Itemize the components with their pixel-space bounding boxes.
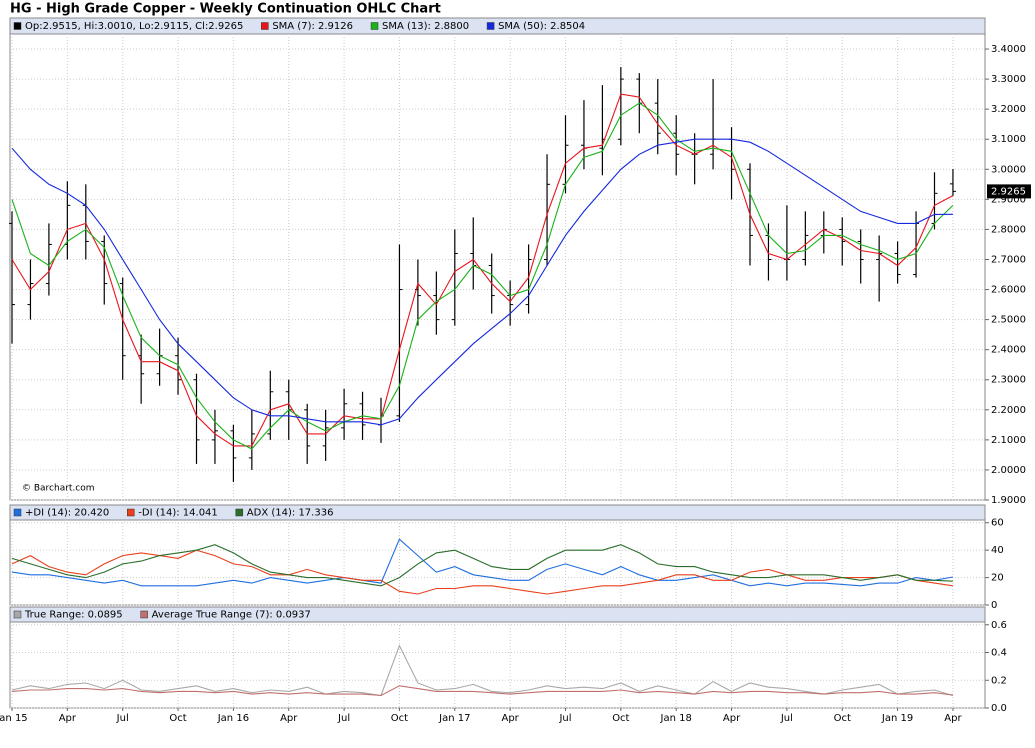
y-tick-label: 20 (991, 573, 1004, 584)
legend-swatch (370, 22, 379, 30)
y-tick-label: 2.6000 (991, 285, 1026, 296)
x-tick-label: Oct (391, 713, 408, 724)
y-tick-label: 0 (991, 600, 997, 611)
y-tick-label: 2.7000 (991, 254, 1026, 265)
ohlc-bar (248, 409, 255, 470)
legend-label: ADX (14): 17.336 (247, 508, 334, 519)
ohlc-bar (894, 241, 901, 284)
last-price-tag (987, 184, 1031, 199)
x-tick-label: Jan 19 (881, 713, 913, 724)
series-line (11, 138, 953, 426)
x-tick-label: Apr (280, 713, 298, 724)
panel-header (9, 504, 986, 521)
y-tick-label: 3.1000 (991, 134, 1026, 145)
y-tick-label: 2.1000 (991, 435, 1026, 446)
legend-label: Average True Range (7): 0.0937 (152, 610, 311, 621)
ohlc-bar (396, 244, 403, 422)
x-tick-label: Apr (944, 713, 962, 724)
x-tick-label: Jul (780, 713, 793, 724)
legend-swatch (127, 508, 135, 517)
ohlc-bar (525, 244, 532, 314)
y-tick-label: 40 (991, 545, 1004, 556)
y-tick-label: 1.9000 (991, 495, 1026, 506)
chart-title: HG - High Grade Copper - Weekly Continua… (10, 2, 441, 17)
y-tick-label: 3.0000 (991, 164, 1026, 175)
ohlc-bar (451, 229, 458, 326)
legend-swatch (486, 22, 495, 30)
y-tick-label: 3.3000 (991, 74, 1026, 85)
ohlc-bar (45, 223, 52, 296)
ohlc-bar (839, 217, 846, 266)
legend-label: Op:2.9515, Hi:3.0010, Lo:2.9115, Cl:2.92… (25, 21, 243, 32)
y-tick-label: 0.0 (991, 703, 1007, 714)
legend-label: True Range: 0.0895 (24, 610, 123, 621)
y-tick-label: 3.4000 (991, 44, 1026, 55)
legend-label: -DI (14): 14.041 (138, 508, 218, 519)
legend-swatch (13, 508, 22, 517)
x-tick-label: Apr (59, 713, 77, 724)
series-line (11, 102, 954, 450)
x-tick-label: Jan 16 (217, 713, 249, 724)
legend-label: SMA (7): 2.9126 (272, 21, 353, 32)
x-tick-label: Oct (612, 713, 629, 724)
y-tick-label: 2.3000 (991, 375, 1026, 386)
ohlc-bar (654, 79, 661, 155)
y-tick-label: 2.5000 (991, 315, 1026, 326)
y-tick-label: 0.2 (991, 675, 1007, 686)
legend-swatch (140, 610, 148, 619)
x-tick-label: Oct (834, 713, 851, 724)
ohlc-bar (341, 388, 348, 440)
y-tick-label: 2.9000 (991, 194, 1026, 205)
ohlc-bar (857, 229, 864, 284)
x-tick-label: Jul (116, 713, 129, 724)
last-price-label: 2.9265 (991, 186, 1026, 197)
panel-frame (9, 606, 986, 709)
x-tick-label: Jul (337, 713, 350, 724)
ohlc-bar (9, 211, 15, 344)
copyright: © Barchart.com (22, 484, 95, 494)
ohlc-bar (544, 154, 551, 266)
legend-swatch (261, 22, 269, 30)
ohlc-bar (193, 373, 200, 464)
y-tick-label: 2.0000 (991, 465, 1026, 476)
y-tick-label: 2.2000 (991, 405, 1026, 416)
x-tick-label: Apr (501, 713, 519, 724)
legend-label: SMA (50): 2.8504 (498, 21, 585, 32)
legend-label: +DI (14): 20.420 (25, 508, 109, 519)
ohlc-bar (433, 271, 440, 335)
ohlc-bar (322, 409, 329, 461)
x-tick-label: Jan 17 (438, 713, 470, 724)
y-tick-label: 3.2000 (991, 104, 1026, 115)
series-line (11, 644, 954, 697)
series-line (11, 685, 953, 697)
ohlc-bar (211, 409, 218, 464)
y-tick-label: 0.4 (991, 648, 1007, 659)
legend-label: SMA (13): 2.8800 (382, 21, 469, 32)
y-tick-label: 0.6 (991, 620, 1007, 631)
ohlc-bar (949, 168, 956, 196)
ohlc-bar (802, 211, 809, 266)
legend-swatch (13, 610, 22, 619)
legend-swatch (235, 508, 244, 517)
x-tick-label: Jan 18 (660, 713, 692, 724)
x-tick-label: Apr (723, 713, 741, 724)
series-line (11, 544, 953, 587)
y-tick-label: 2.4000 (991, 345, 1026, 356)
panel-header (9, 606, 986, 623)
series-line (11, 538, 953, 587)
y-tick-label: 2.8000 (991, 224, 1026, 235)
legend-swatch (13, 22, 22, 30)
ohlc-bar (617, 67, 624, 146)
ohlc-bar (175, 337, 182, 395)
panel-header (9, 17, 986, 35)
y-tick-label: 60 (991, 518, 1004, 529)
x-tick-label: Jan 15 (0, 713, 28, 724)
x-tick-label: Oct (169, 713, 186, 724)
series-line (11, 549, 953, 595)
panel-frame (9, 504, 986, 606)
x-tick-label: Jul (558, 713, 571, 724)
ohlc-bar (230, 424, 237, 482)
